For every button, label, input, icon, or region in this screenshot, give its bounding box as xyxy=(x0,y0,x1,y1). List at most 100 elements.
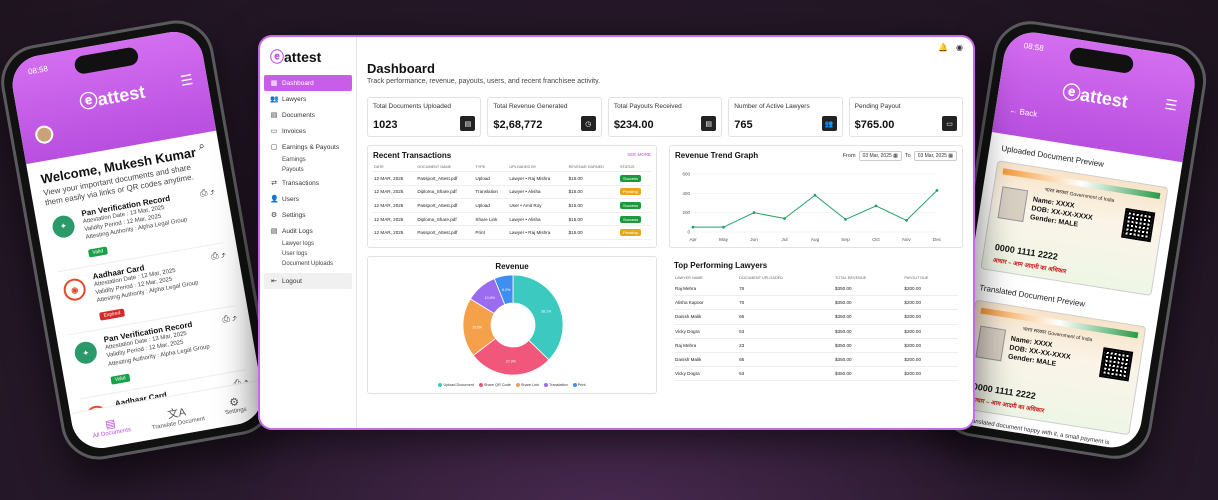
nav-settings[interactable]: ⚙ Settings xyxy=(223,394,247,416)
sidebar-item-transactions[interactable]: ⇄ Transactions xyxy=(264,175,352,191)
stat-label: Total Payouts Received xyxy=(613,103,682,110)
legend-swatch xyxy=(478,383,483,387)
top-lawyers-panel: Top Performing Lawyers LAWYER NAME DOCUME… xyxy=(669,256,963,394)
share-icon[interactable]: ⤴ xyxy=(219,249,227,260)
pie-slice xyxy=(472,337,550,376)
table-row[interactable]: Alisha Kapoor 70 $350.00 $200.00 xyxy=(674,295,958,311)
table-row[interactable]: Danish Malik 66 $350.00 $200.00 xyxy=(674,309,958,325)
see-more-link[interactable]: SEE MORE xyxy=(627,152,651,157)
legend-label: Print xyxy=(577,383,586,387)
sidebar-sub-document-uploads[interactable]: Document Uploads xyxy=(282,261,334,267)
pie-slice xyxy=(493,274,514,306)
transactions-table: DATE DOCUMENT NAME TYPE UPLOADED BY REVENUE … xyxy=(373,163,651,240)
document-thumbnail: ◉ xyxy=(58,274,90,306)
x-tick-label: May xyxy=(719,237,729,243)
id-details: Name: XXXX DOB: XX-XX-XXXX Gender: MALE xyxy=(1007,335,1072,372)
y-tick-label: 0 xyxy=(687,230,690,235)
sidebar-sub-payouts[interactable]: Payouts xyxy=(282,167,304,173)
sidebar-sub-user-logs[interactable]: User logs xyxy=(282,251,308,257)
sidebar-item-earnings-payouts[interactable]: ▢ Earnings & Payouts xyxy=(264,139,352,155)
table-row[interactable]: Raj Mehra 23 $350.00 $200.00 xyxy=(674,338,958,353)
revenue-legend: Upload Document Share QR Code Share Link Tr… xyxy=(368,383,656,387)
top-icons: 🔔 ◉ xyxy=(938,43,963,52)
revenue-donut-chart: 38.1% 27.9% 19.6% 10.4% 6.2% xyxy=(462,274,564,376)
download-button[interactable]: Download xyxy=(1001,439,1057,452)
pie-slice xyxy=(512,274,564,361)
table-row[interactable]: Raj Mehra 76 $350.00 $200.00 xyxy=(674,282,958,297)
status-time: 08:58 xyxy=(27,64,49,77)
table-cell: $15.00 xyxy=(567,171,620,186)
status-badge: Valid xyxy=(110,373,131,385)
sidebar-sub-lawyer-logs[interactable]: Lawyer logs xyxy=(282,241,315,247)
status-badge: Expired xyxy=(99,308,126,321)
table-cell: Raj Mehra xyxy=(674,338,739,353)
sidebar-item-users[interactable]: 👤 Users xyxy=(264,191,352,207)
table-cell: Passport_Attest.pdf xyxy=(416,171,475,186)
trend-title: Revenue Trend Graph xyxy=(675,151,759,160)
app-logo-text: attest xyxy=(1078,84,1130,112)
sidebar-item-label: Audit Logs xyxy=(282,227,313,235)
table-cell: $350.00 xyxy=(833,295,904,311)
table-cell: Success xyxy=(619,198,651,213)
from-date-input[interactable]: 03 Mar, 2025 ▦ xyxy=(858,151,902,161)
table-cell: 53 xyxy=(738,324,834,339)
table-row[interactable]: Danish Malik 66 $350.00 $200.00 xyxy=(674,352,958,368)
data-point xyxy=(813,193,817,197)
table-row[interactable]: 12 MAR, 2025 Passport_Attest.pdf Upload Use… xyxy=(373,198,651,213)
menu-icon[interactable]: ☰ xyxy=(179,71,195,89)
menu-icon[interactable]: ☰ xyxy=(1163,95,1179,114)
table-cell: 12 MAR, 2025 xyxy=(373,171,417,186)
logout-button[interactable]: ⇤ Logout xyxy=(264,273,352,289)
avatar[interactable] xyxy=(33,124,55,146)
to-date-input[interactable]: 03 Mar, 2025 ▦ xyxy=(913,151,957,161)
right-phone-mockup: 08:58 ⓔattest ☰ ← Back Uploaded Document… xyxy=(933,15,1212,465)
legend-item: Translation xyxy=(544,383,568,387)
sidebar-item-dashboard[interactable]: ▦ Dashboard xyxy=(264,75,352,91)
table-row[interactable]: Vicky Dogra 53 $350.00 $200.00 xyxy=(674,366,958,382)
table-cell: $200.00 xyxy=(903,309,958,325)
share-icon[interactable]: ⤴ xyxy=(231,312,238,324)
table-cell: $200.00 xyxy=(903,366,958,382)
to-date-value: 03 Mar, 2025 xyxy=(917,153,947,159)
data-point xyxy=(905,219,908,222)
left-phone-mockup: 08:58 ⓔattest ☰ ⌕ Welcome, Mukesh Kumar … xyxy=(0,14,280,466)
sidebar-item-documents[interactable]: ▤ Documents xyxy=(264,107,352,123)
sidebar-item-lawyers[interactable]: 👥 Lawyers xyxy=(264,91,352,107)
nav-translate-document[interactable]: 文A Translate Document xyxy=(149,400,205,431)
stat-icon: ▭ xyxy=(942,116,958,131)
lawyers-title: Top Performing Lawyers xyxy=(674,261,768,270)
x-tick-label: Jun xyxy=(750,237,758,243)
brand-logo[interactable]: ⓔattest xyxy=(264,45,352,75)
edit-button[interactable]: or Edit xyxy=(953,432,999,452)
revenue-trend-panel: Revenue Trend Graph From 03 Mar, 2025 ▦ … xyxy=(669,145,963,248)
sidebar-nav-primary: ▦ Dashboard 👥 Lawyers ▤ Documents ▭ Invoices ▢ Ea… xyxy=(264,75,352,155)
column-header: DOCUMENT NAME xyxy=(416,163,475,172)
sidebar-item-audit-logs[interactable]: ▤ Audit Logs xyxy=(264,223,352,239)
calendar-icon: ▦ xyxy=(893,153,898,159)
table-row[interactable]: 12 MAR, 2025 Diploma_Share.pdf Share Link L… xyxy=(373,212,651,227)
nav-all-documents[interactable]: ▤ All Documents xyxy=(90,414,131,440)
translated-document-card: भारत सरकार Government of India Name: XXX… xyxy=(958,299,1147,436)
table-row[interactable]: 12 MAR, 2025 Passport_Attest.pdf Upload Law… xyxy=(373,171,651,186)
page-title: Dashboard xyxy=(367,61,435,76)
bell-icon[interactable]: 🔔 xyxy=(938,43,949,52)
sidebar-item-settings[interactable]: ⚙ Settings xyxy=(264,207,352,223)
table-row[interactable]: Vicky Dogra 53 $350.00 $200.00 xyxy=(674,324,958,339)
back-button[interactable]: ← Back xyxy=(1008,105,1038,119)
table-row[interactable]: 12 MAR, 2025 Passport_Attest.pdf Print Lawy… xyxy=(373,225,651,240)
sidebar-sub-earnings[interactable]: Earnings xyxy=(282,157,306,163)
left-phone-screen: 08:58 ⓔattest ☰ ⌕ Welcome, Mukesh Kumar … xyxy=(7,27,268,453)
table-cell: $200.00 xyxy=(903,338,958,353)
logo-mark-icon: ⓔ xyxy=(270,49,284,65)
sidebar-item-invoices[interactable]: ▭ Invoices xyxy=(264,123,352,139)
table-row[interactable]: 12 MAR, 2025 Diploma_Share.pdf Translation… xyxy=(373,185,651,200)
stat-icon: ▤ xyxy=(701,116,717,131)
status-badge: Success xyxy=(620,215,642,223)
table-cell: Vicky Dogra xyxy=(674,324,739,339)
status-badge: Success xyxy=(620,174,642,182)
sidebar-nav-secondary: ⇄ Transactions 👤 Users ⚙ Settings ▤ Audit Logs xyxy=(264,175,352,239)
user-icon[interactable]: ◉ xyxy=(956,43,963,52)
documents-icon: ▤ xyxy=(270,112,278,119)
table-cell: $200.00 xyxy=(903,282,958,297)
share-icon[interactable]: ⤴ xyxy=(208,185,216,197)
